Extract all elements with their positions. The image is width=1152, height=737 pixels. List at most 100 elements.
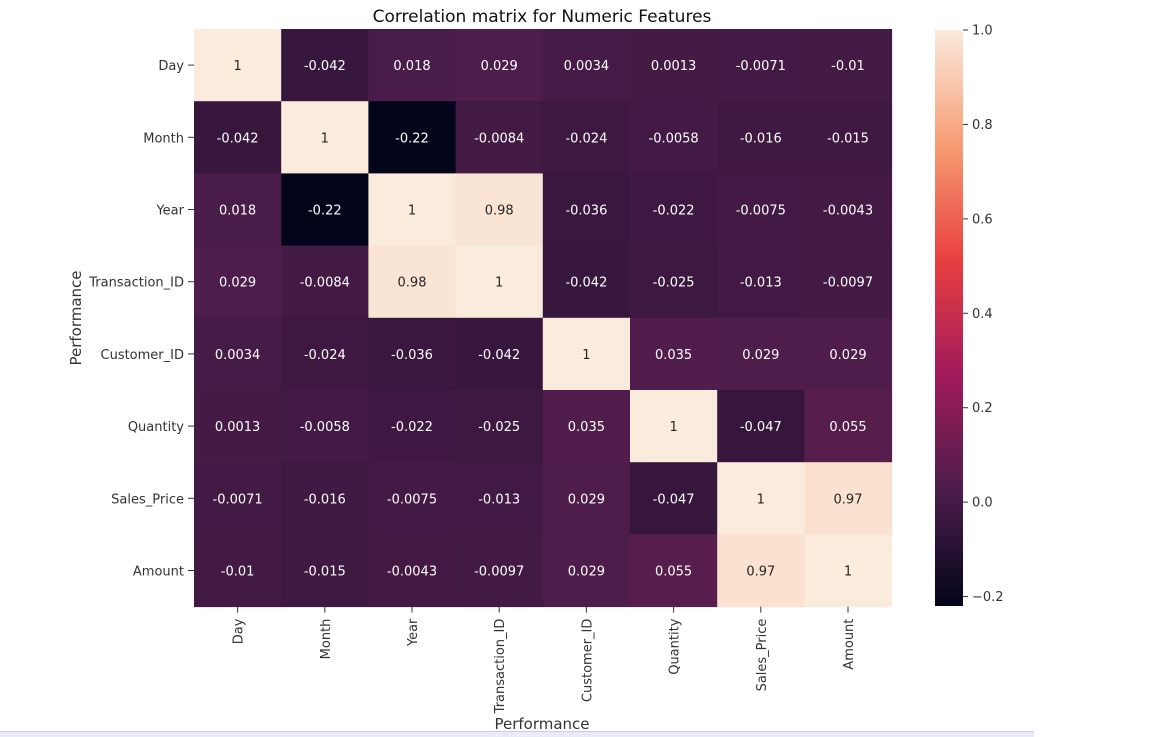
- heatmap-cell: [717, 101, 805, 174]
- heatmap-cell: [717, 317, 805, 391]
- cell-value-label: -0.01: [831, 59, 865, 74]
- heatmap-cell: [630, 245, 718, 319]
- heatmap-cell: [542, 462, 631, 535]
- cell-value-label: 1: [408, 204, 416, 219]
- cell-value-label: 0.0034: [564, 59, 610, 74]
- cell-value-label: 0.055: [829, 420, 866, 435]
- heatmap-cells: 1 -0.042 0.018 0.029 0.0034 0.0013 -0.0071 -0.0…: [194, 29, 893, 608]
- heatmap-cell: [804, 317, 893, 391]
- cell-value-label: 0.029: [568, 492, 605, 507]
- cell-value-label: 0.98: [485, 204, 514, 219]
- y-tick-label: Amount: [133, 565, 184, 580]
- cell-value-label: 0.97: [746, 565, 775, 580]
- heatmap-cell: [542, 173, 631, 247]
- x-tick-label: Day: [232, 618, 247, 644]
- cell-value-label: 0.018: [219, 204, 256, 219]
- heatmap-cell: [542, 317, 631, 391]
- x-axis-label: Performance: [494, 715, 589, 733]
- cell-value-label: -0.016: [740, 131, 782, 146]
- heatmap-cell: [630, 101, 718, 174]
- heatmap-cell: [630, 173, 718, 247]
- cell-value-label: -0.042: [304, 59, 346, 74]
- cell-value-label: -0.042: [217, 131, 259, 146]
- cell-value-label: 1: [233, 59, 241, 74]
- heatmap-cell: [455, 29, 544, 102]
- cell-value-label: 0.035: [655, 348, 692, 363]
- heatmap-cell: [194, 101, 282, 174]
- heatmap-cell: [455, 245, 544, 319]
- heatmap-cell: [281, 534, 369, 608]
- heatmap-cell: [281, 317, 369, 391]
- y-tick-label: Customer_ID: [101, 348, 185, 363]
- cell-value-label: 0.029: [829, 348, 866, 363]
- x-tick-label: Amount: [842, 619, 857, 670]
- cell-value-label: -0.0097: [474, 565, 524, 580]
- cell-value-label: 0.0034: [215, 348, 261, 363]
- cell-value-label: -0.0075: [387, 492, 437, 507]
- x-tick-label: Year: [406, 618, 421, 647]
- heatmap-cell: [368, 245, 457, 319]
- cell-value-label: 1: [321, 131, 329, 146]
- cell-value-label: -0.015: [827, 131, 869, 146]
- cell-value-label: -0.024: [565, 131, 607, 146]
- cell-value-label: 0.0013: [215, 420, 261, 435]
- cell-value-label: -0.013: [478, 492, 520, 507]
- cell-value-label: -0.024: [304, 348, 346, 363]
- colorbar-tick-label: 1.0: [972, 24, 993, 39]
- colorbar-ticks: 1.0 0.8 0.6 0.4 0.2 0.0 −0.2: [963, 24, 1004, 605]
- heatmap-cell: [281, 462, 369, 535]
- cell-value-label: -0.022: [391, 420, 433, 435]
- cell-value-label: -0.036: [391, 348, 433, 363]
- cell-value-label: -0.0071: [213, 492, 263, 507]
- heatmap-cell: [717, 173, 805, 247]
- colorbar-tick-label: 0.8: [972, 118, 993, 133]
- cell-value-label: -0.0043: [823, 204, 873, 219]
- cell-value-label: -0.022: [653, 204, 695, 219]
- cell-value-label: 1: [844, 565, 852, 580]
- chart-title: Correlation matrix for Numeric Features: [373, 7, 712, 27]
- cell-value-label: -0.0084: [474, 131, 524, 146]
- cell-value-label: -0.047: [740, 420, 782, 435]
- heatmap-cell: [368, 101, 457, 174]
- cell-value-label: 0.029: [219, 276, 256, 291]
- cell-value-label: -0.042: [478, 348, 520, 363]
- colorbar-tick-label: −0.2: [972, 590, 1004, 605]
- x-tick-label: Sales_Price: [755, 619, 770, 692]
- y-tick-label: Month: [143, 131, 184, 146]
- heatmap-cell: [717, 462, 805, 535]
- colorbar-tick-label: 0.2: [972, 401, 993, 416]
- heatmap-cell: [804, 390, 893, 463]
- cell-value-label: -0.016: [304, 492, 346, 507]
- cell-value-label: 1: [582, 348, 590, 363]
- heatmap-cell: [194, 317, 282, 391]
- y-axis-ticks: Day Month Year Transaction_ID Customer_ID Qua…: [88, 59, 194, 580]
- heatmap-cell: [368, 534, 457, 608]
- colorbar-tick-label: 0.0: [972, 496, 993, 511]
- cell-value-label: -0.0058: [300, 420, 350, 435]
- heatmap-cell: [455, 317, 544, 391]
- x-axis-ticks: Day Month Year Transaction_ID Customer_ID Qua…: [232, 606, 857, 714]
- heatmap-cell: [542, 390, 631, 463]
- heatmap-cell: [717, 29, 805, 102]
- x-tick-label: Quantity: [668, 618, 683, 674]
- cell-value-label: -0.22: [395, 131, 429, 146]
- y-tick-label: Quantity: [128, 420, 184, 435]
- heatmap-cell: [194, 29, 282, 102]
- heatmap-cell: [804, 173, 893, 247]
- cell-value-label: 0.055: [655, 565, 692, 580]
- heatmap-cell: [630, 462, 718, 535]
- heatmap-cell: [630, 534, 718, 608]
- cell-value-label: -0.047: [653, 492, 695, 507]
- heatmap-cell: [804, 462, 893, 535]
- cell-value-label: 0.029: [481, 59, 518, 74]
- colorbar-tick-label: 0.4: [972, 307, 993, 322]
- heatmap-cell: [542, 101, 631, 174]
- heatmap-cell: [368, 462, 457, 535]
- heatmap-cell: [281, 173, 369, 247]
- cell-value-label: -0.0084: [300, 276, 350, 291]
- window-bottom-edge: [0, 731, 1034, 737]
- cell-value-label: -0.015: [304, 565, 346, 580]
- cell-value-label: -0.0097: [823, 276, 873, 291]
- heatmap-cell: [368, 29, 457, 102]
- heatmap-cell: [455, 173, 544, 247]
